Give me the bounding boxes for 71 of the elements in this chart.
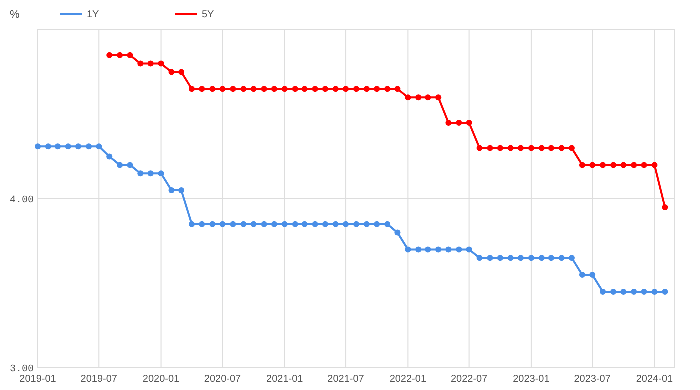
point xyxy=(487,145,494,152)
point xyxy=(425,94,432,101)
point xyxy=(189,86,196,92)
x-tick-label: 2020-01 xyxy=(142,374,180,385)
point xyxy=(199,86,206,92)
point xyxy=(240,86,247,92)
point xyxy=(106,52,113,58)
point xyxy=(548,145,554,152)
point xyxy=(148,60,154,67)
point xyxy=(405,94,412,101)
point xyxy=(354,86,360,92)
point xyxy=(322,86,328,92)
x-tick-label: 2022-07 xyxy=(450,374,488,385)
point xyxy=(610,162,617,168)
point xyxy=(230,86,236,92)
point xyxy=(282,86,288,92)
point xyxy=(292,86,298,92)
x-tick-label: 2022-01 xyxy=(390,374,427,385)
x-tick-label: 2024-01 xyxy=(636,374,674,385)
x-tick-label: 2023-01 xyxy=(513,374,550,385)
point xyxy=(476,145,483,152)
point xyxy=(528,145,534,152)
point xyxy=(210,86,216,92)
point xyxy=(662,204,668,210)
point xyxy=(652,162,658,168)
point xyxy=(384,86,391,92)
point xyxy=(466,120,472,126)
legend-label: 5Y xyxy=(202,10,215,20)
point xyxy=(394,86,401,92)
point xyxy=(220,86,226,92)
point xyxy=(127,52,134,58)
point xyxy=(374,86,380,92)
point xyxy=(518,145,524,152)
point xyxy=(590,162,596,168)
x-tick-label: 2020-07 xyxy=(204,374,242,385)
point xyxy=(271,86,278,92)
point xyxy=(508,145,514,152)
point xyxy=(178,69,185,76)
point xyxy=(364,86,370,92)
point xyxy=(538,145,545,152)
point xyxy=(456,120,462,126)
point xyxy=(158,60,164,67)
point xyxy=(497,145,504,152)
x-tick-label: 2021-07 xyxy=(328,374,365,385)
point xyxy=(446,120,452,126)
point xyxy=(168,69,175,76)
point xyxy=(631,162,638,168)
point xyxy=(261,86,268,92)
y-axis-title: % xyxy=(10,9,20,21)
y-tick-label: 3.00 xyxy=(10,364,34,376)
point xyxy=(558,145,565,152)
legend-label: 1Y xyxy=(87,10,100,20)
y-tick-label: 4.00 xyxy=(10,196,34,206)
x-tick-label: 2021-01 xyxy=(266,374,304,385)
point xyxy=(332,86,339,92)
x-tick-label: 2019-07 xyxy=(80,374,118,385)
point xyxy=(600,162,606,168)
point xyxy=(579,162,586,168)
point xyxy=(416,94,422,101)
point xyxy=(641,162,648,168)
point xyxy=(343,86,350,92)
x-tick-label: 2019-01 xyxy=(20,374,57,385)
point xyxy=(117,52,124,58)
point xyxy=(138,60,144,67)
point xyxy=(620,162,627,168)
point xyxy=(312,86,318,92)
point xyxy=(436,94,442,101)
point xyxy=(250,86,257,92)
point xyxy=(302,86,308,92)
point xyxy=(568,145,575,152)
x-tick-label: 2023-07 xyxy=(574,374,612,385)
